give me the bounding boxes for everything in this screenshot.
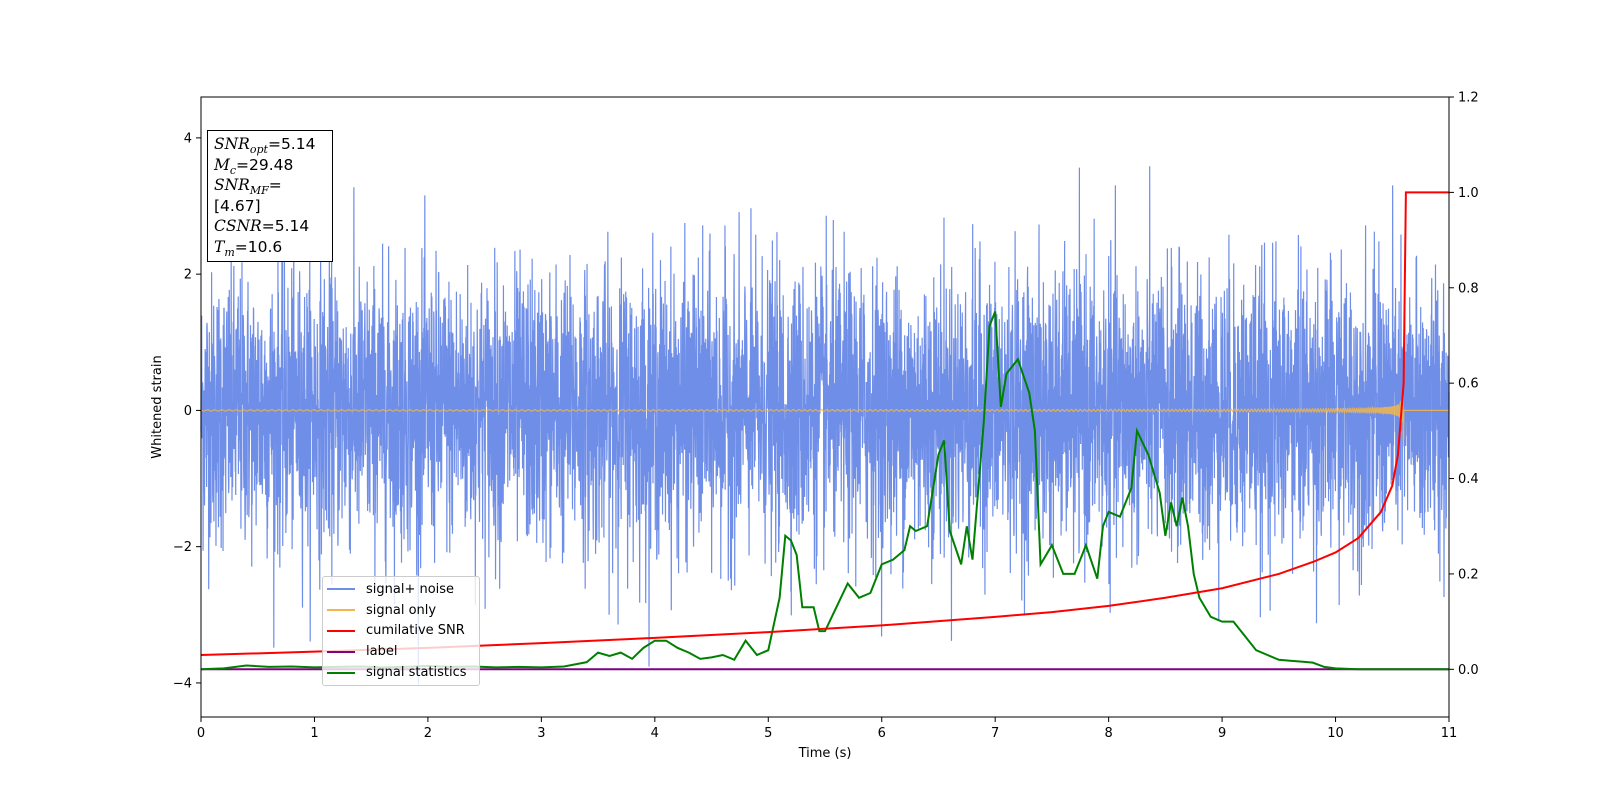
plot-frame xyxy=(200,96,1450,718)
legend-swatch xyxy=(327,671,355,674)
signal-only-series xyxy=(200,395,1449,441)
x-tick-label: 2 xyxy=(424,726,432,741)
stat-csnr-name: CSNR xyxy=(214,217,262,235)
stat-snr-mf-value: =[4.67] xyxy=(214,176,282,215)
stat-snr-mf-name: SNR xyxy=(214,176,250,194)
signal-only-line xyxy=(200,395,1449,441)
legend-label: signal statistics xyxy=(366,665,467,681)
stat-tm: Tm=10.6 xyxy=(214,237,326,258)
stat-mc: Mc=29.48 xyxy=(214,155,326,176)
legend-item: signal+ noise xyxy=(327,579,475,600)
legend-item: signal only xyxy=(327,600,475,621)
legend: signal+ noise signal only cumilative SNR… xyxy=(322,576,480,686)
signal-noise-line xyxy=(200,166,1450,685)
y-axis-title: Whitened strain xyxy=(150,355,165,458)
legend-label: signal only xyxy=(366,602,437,618)
x-tick-label: 0 xyxy=(197,726,205,741)
stat-snr-opt-name: SNR xyxy=(214,135,250,153)
x-tick-label: 6 xyxy=(878,726,886,741)
stat-mc-sub: c xyxy=(229,163,237,177)
stat-csnr: CSNR=5.14 xyxy=(214,216,326,237)
signal-statistics-line xyxy=(200,311,1449,671)
stat-tm-name: T xyxy=(214,237,225,256)
legend-item: cumilative SNR xyxy=(327,621,475,642)
x-tick-label: 11 xyxy=(1441,726,1458,741)
y-left-tick-label: −4 xyxy=(173,676,192,691)
x-tick-label: 4 xyxy=(651,726,659,741)
legend-label: signal+ noise xyxy=(366,581,455,597)
x-tick-label: 1 xyxy=(310,726,318,741)
y-right-tick-label: 0.6 xyxy=(1458,377,1479,392)
x-axis-title: Time (s) xyxy=(798,746,852,761)
stats-annotation-box: SNRopt=5.14 Mc=29.48 SNRMF=[4.67] CSNR=5… xyxy=(207,130,333,262)
stat-snr-mf-sub: MF xyxy=(249,184,269,198)
y-left-tick-label: 4 xyxy=(184,131,192,146)
y-right-tick-label: 0.0 xyxy=(1458,663,1479,678)
x-tick-label: 8 xyxy=(1104,726,1112,741)
y-right-tick-label: 0.8 xyxy=(1458,281,1479,296)
cumulative-snr-line xyxy=(200,191,1449,656)
legend-label: cumilative SNR xyxy=(366,623,465,639)
y-right-tick-label: 0.2 xyxy=(1458,567,1479,582)
axes: 0 1 2 3 4 5 6 7 8 9 10 11 −4 −2 0 2 4 0.0 0.2 0.4 0.6 0.8 1.0 1… xyxy=(173,91,1479,742)
stat-snr-opt-value: =5.14 xyxy=(267,135,316,153)
stat-tm-value: =10.6 xyxy=(234,237,283,256)
stat-snr-mf: SNRMF=[4.67] xyxy=(214,175,326,216)
legend-swatch xyxy=(327,629,355,632)
legend-item: label xyxy=(327,641,475,662)
y-right-tick-label: 1.2 xyxy=(1458,91,1479,106)
y-left-tick-label: 0 xyxy=(184,404,192,419)
stat-snr-opt: SNRopt=5.14 xyxy=(214,134,326,155)
x-tick-label: 5 xyxy=(764,726,772,741)
x-tick-label: 10 xyxy=(1327,726,1344,741)
stat-snr-opt-sub: opt xyxy=(249,143,268,157)
stat-mc-name: M xyxy=(214,155,230,174)
y-left-tick-label: −2 xyxy=(173,540,192,555)
y-right-tick-label: 0.4 xyxy=(1458,472,1479,487)
legend-swatch xyxy=(327,609,355,612)
legend-swatch xyxy=(327,588,355,591)
stat-mc-value: =29.48 xyxy=(236,155,294,174)
x-tick-label: 9 xyxy=(1218,726,1226,741)
x-tick-label: 7 xyxy=(991,726,999,741)
noise-series xyxy=(200,166,1450,685)
x-tick-label: 3 xyxy=(537,726,545,741)
y-left-tick-label: 2 xyxy=(184,268,192,283)
legend-label: label xyxy=(366,644,398,660)
stat-tm-sub: m xyxy=(224,245,235,259)
legend-swatch xyxy=(327,650,355,653)
y-right-tick-label: 1.0 xyxy=(1458,186,1479,201)
legend-item: signal statistics xyxy=(327,662,475,683)
stat-csnr-value: =5.14 xyxy=(261,217,310,235)
